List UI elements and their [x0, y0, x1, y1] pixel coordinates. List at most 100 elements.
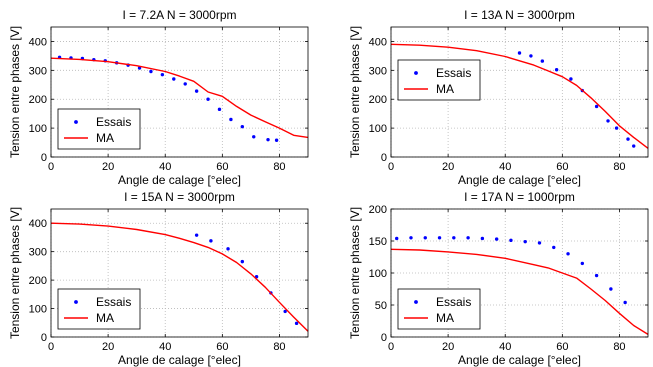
chart-title: I = 17A N = 1000rpm: [464, 190, 575, 204]
legend: Essais MA: [397, 288, 481, 330]
data-point-essais: [137, 66, 142, 70]
legend: Essais MA: [57, 108, 141, 150]
series-line-ma: [390, 248, 649, 335]
data-point-essais: [274, 138, 279, 142]
data-point-essais: [437, 236, 442, 240]
x-axis-label: Angle de calage [°elec]: [118, 353, 241, 367]
y-tick-label: 400: [29, 36, 47, 48]
x-tick-label: 80: [613, 341, 625, 353]
legend-swatch-essais: [414, 300, 418, 304]
y-tick-label: 400: [369, 36, 387, 48]
data-point-essais: [494, 237, 499, 241]
x-tick-label: 40: [159, 161, 171, 173]
x-tick-label: 0: [388, 341, 394, 353]
x-tick-label: 40: [159, 341, 171, 353]
y-tick-label: 200: [369, 94, 387, 106]
x-axis-label: Angle de calage [°elec]: [458, 353, 581, 367]
data-point-essais: [529, 54, 533, 58]
chart-panel-1: 0 20 40 60 80 0 100 200 300 400 I = 7.2A N = 3000r…: [8, 8, 309, 187]
legend: Essais MA: [57, 288, 141, 330]
y-tick-label: 0: [41, 332, 47, 344]
y-tick-label: 0: [381, 152, 387, 164]
data-point-essais: [554, 68, 559, 72]
data-point-essais: [194, 89, 199, 93]
data-point-essais: [606, 119, 610, 123]
x-tick-label: 20: [102, 161, 114, 173]
data-point-essais: [569, 77, 573, 81]
data-point-essais: [194, 233, 199, 237]
y-tick-label: 300: [29, 247, 47, 259]
legend-swatch-essais: [414, 71, 418, 75]
data-point-essais: [466, 236, 470, 240]
chart-panel-3: 0 20 40 60 80 0 100 200 300 400 I = 15A N = 3000rp…: [8, 190, 309, 367]
legend-box: [57, 288, 141, 330]
data-point-essais: [226, 247, 230, 251]
x-tick-label: 80: [273, 341, 285, 353]
chart-title: I = 7.2A N = 3000rpm: [122, 8, 236, 22]
y-tick-label: 0: [381, 332, 387, 344]
data-point-essais: [632, 144, 636, 148]
y-tick-label: 200: [29, 275, 47, 287]
data-point-essais: [160, 72, 165, 77]
data-point-essais: [252, 135, 256, 139]
legend-label-ma: MA: [436, 311, 454, 325]
x-tick-label: 60: [556, 341, 568, 353]
legend-label-essais: Essais: [96, 115, 131, 129]
x-tick-label: 40: [499, 161, 511, 173]
x-tick-label: 80: [613, 161, 625, 173]
y-tick-label: 0: [41, 152, 47, 164]
data-point-essais: [540, 59, 545, 63]
chart-title: I = 13A N = 3000rpm: [464, 8, 575, 22]
data-point-essais: [266, 137, 270, 142]
legend-box: [397, 288, 481, 330]
data-point-essais: [183, 82, 187, 86]
data-point-essais: [609, 287, 613, 291]
data-point-essais: [294, 321, 299, 326]
y-tick-label: 100: [369, 123, 387, 135]
y-axis-label: Tension entre phases [V]: [348, 26, 362, 158]
data-point-essais: [594, 273, 599, 278]
y-tick-label: 50: [375, 300, 387, 312]
y-axis-label: Tension entre phases [V]: [8, 26, 22, 158]
data-point-essais: [537, 241, 542, 245]
y-tick-label: 200: [369, 204, 387, 216]
chart-panel-4: 0 20 40 60 80 0 50 100 150 200 I = 17A N = 1000rpm…: [348, 190, 649, 367]
data-point-essais: [283, 309, 287, 314]
data-point-essais: [614, 126, 619, 130]
x-tick-label: 0: [48, 341, 54, 353]
x-axis-label: Angle de calage [°elec]: [458, 173, 581, 187]
x-tick-label: 80: [273, 161, 285, 173]
data-point-essais: [229, 117, 233, 122]
x-tick-label: 20: [442, 341, 454, 353]
legend-label-essais: Essais: [436, 295, 471, 309]
y-tick-label: 300: [29, 65, 47, 77]
legend-label-essais: Essais: [436, 66, 471, 80]
y-axis-label: Tension entre phases [V]: [8, 207, 22, 339]
y-tick-label: 150: [369, 236, 387, 248]
legend-swatch-essais: [74, 120, 78, 124]
data-point-essais: [240, 259, 245, 264]
y-tick-label: 300: [369, 65, 387, 77]
y-tick-label: 200: [29, 94, 47, 106]
y-axis-label: Tension entre phases [V]: [348, 207, 362, 339]
series-line-ma: [390, 43, 649, 149]
data-point-essais: [209, 239, 213, 243]
data-point-essais: [149, 69, 153, 74]
data-point-essais: [206, 97, 210, 101]
data-point-essais: [395, 236, 399, 241]
x-axis-label: Angle de calage [°elec]: [118, 173, 241, 187]
x-tick-label: 0: [388, 161, 394, 173]
legend-label-ma: MA: [96, 311, 114, 325]
x-tick-label: 60: [216, 341, 228, 353]
legend-label-ma: MA: [436, 82, 454, 96]
y-tick-label: 400: [29, 218, 47, 230]
data-point-essais: [409, 236, 413, 240]
data-point-essais: [452, 236, 456, 240]
axes-box: [390, 26, 649, 158]
data-point-essais: [509, 238, 513, 243]
data-point-essais: [240, 124, 245, 129]
legend-swatch-essais: [74, 300, 78, 304]
series-line-ma: [50, 222, 309, 332]
data-point-essais: [480, 236, 485, 241]
